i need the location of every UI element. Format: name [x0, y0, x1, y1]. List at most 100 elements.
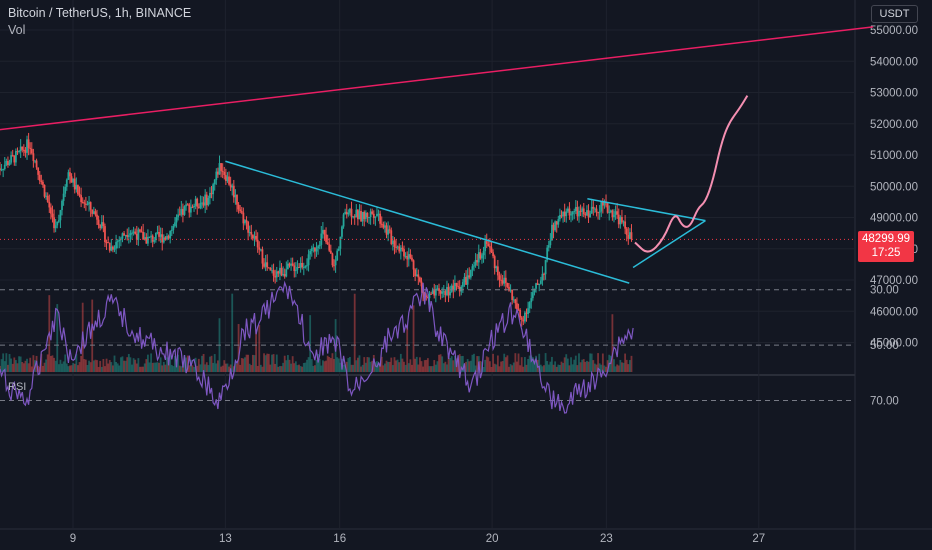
volume-bar [212, 362, 215, 372]
candle-body [172, 225, 175, 230]
projection-curve[interactable] [634, 95, 749, 253]
candle-body [158, 232, 160, 237]
volume-bar [299, 366, 302, 372]
candle-body [223, 171, 226, 176]
volume-bar [210, 355, 213, 372]
candle-body [299, 262, 302, 268]
candle-body [565, 211, 568, 217]
volume-bar [363, 357, 366, 372]
volume-bar [174, 355, 176, 372]
candle-body [178, 214, 181, 216]
candle-body [461, 282, 464, 287]
candle-body [519, 310, 522, 318]
candle-body [573, 211, 576, 213]
candle-body [13, 155, 16, 163]
candle-body [30, 148, 33, 154]
candle-body [185, 204, 187, 207]
candle-body [506, 282, 509, 287]
volume-bar [110, 362, 113, 372]
volume-bar [347, 358, 350, 372]
volume-bar [356, 357, 359, 372]
volume-bar [576, 365, 579, 372]
candle-body [298, 267, 300, 269]
candle-body [535, 283, 537, 289]
candle-body [213, 179, 216, 185]
rsi-line[interactable] [0, 280, 634, 414]
ascending-trend-line[interactable] [0, 26, 874, 131]
volume-bar [582, 359, 585, 372]
volume-bar [422, 366, 425, 372]
volume-bar [247, 354, 250, 372]
volume-bar [541, 366, 544, 372]
candle-body [255, 236, 257, 240]
candle-body [498, 275, 501, 280]
candle-body [423, 293, 426, 296]
candle-body [463, 276, 466, 283]
candle-body [115, 242, 118, 249]
volume-bar [442, 363, 445, 372]
volume-bar [150, 353, 152, 372]
volume-bar [43, 362, 46, 372]
candle-body [118, 239, 121, 242]
volume-bar [603, 365, 606, 372]
volume-bar [88, 360, 90, 372]
candle-body [630, 232, 633, 240]
volume-bar [26, 358, 28, 372]
candle-body [204, 194, 207, 206]
volume-bar [501, 361, 504, 372]
time-tick-label: 13 [219, 533, 232, 545]
volume-bar [220, 366, 222, 372]
volume-bar [301, 366, 304, 372]
volume-bar [237, 324, 240, 372]
volume-bar [80, 355, 83, 372]
volume-bar [272, 354, 275, 372]
candle-body [344, 211, 347, 215]
rsi-label[interactable]: RSI [8, 381, 27, 393]
candle-body [439, 290, 442, 294]
candle-body [568, 208, 571, 216]
candle-body [228, 176, 230, 185]
candle-body [434, 289, 437, 296]
candle-body [425, 295, 428, 297]
volume-bar [578, 353, 580, 372]
volume-bar [511, 365, 514, 372]
volume-bar [161, 365, 164, 372]
descending-trend-line[interactable] [225, 160, 630, 284]
candle-body [406, 256, 409, 260]
candle-body [356, 209, 359, 220]
volume-bar [504, 357, 507, 372]
volume-bar [104, 366, 106, 372]
candle-body [21, 146, 24, 150]
candle-body [433, 290, 436, 296]
candle-body [315, 248, 318, 252]
triangle-lower-line[interactable] [632, 219, 706, 269]
candle-body [396, 246, 399, 248]
volume-bar [616, 364, 619, 372]
volume-bar [13, 357, 16, 372]
volume-bar [614, 366, 617, 372]
candle-body [503, 277, 506, 284]
candle-body [578, 210, 580, 217]
volume-bar [294, 361, 297, 372]
volume-bar [27, 363, 30, 372]
price-tick-label: 49000.00 [870, 213, 918, 225]
time-tick-label: 16 [333, 533, 346, 545]
symbol-title[interactable]: Bitcoin / TetherUS, 1h, BINANCE [8, 6, 192, 20]
volume-bar [10, 358, 13, 372]
volume-bar [601, 353, 604, 372]
candle-body [407, 254, 410, 260]
candle-body [92, 211, 95, 214]
candle-body [97, 219, 100, 225]
candle-body [112, 246, 114, 250]
volume-bar [16, 363, 19, 372]
volume-bar [21, 361, 24, 372]
candle-body [514, 299, 517, 304]
volume-label[interactable]: Vol [8, 23, 26, 37]
candle-body [331, 253, 334, 266]
candle-body [14, 151, 17, 163]
currency-badge[interactable]: USDT [871, 5, 918, 23]
candle-body [191, 206, 194, 208]
candle-body [269, 267, 272, 271]
triangle-upper-line[interactable] [587, 198, 706, 222]
